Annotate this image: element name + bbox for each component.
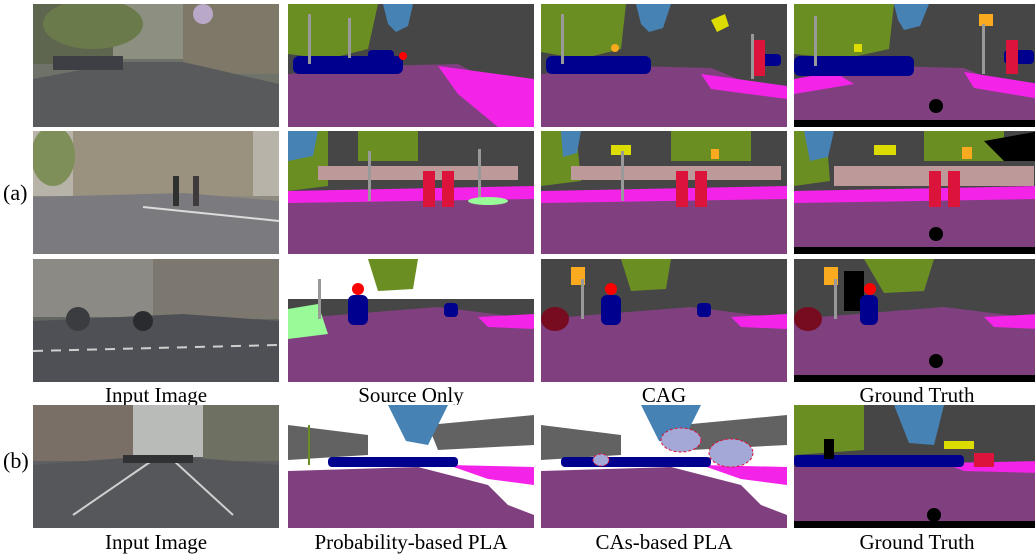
cas-based-pla [541,405,787,528]
caption-ground-truth-b: Ground Truth [859,530,975,554]
ground-truth-b [794,405,1035,528]
cag-a2 [541,131,787,254]
caption-ground-truth-a: Ground Truth [859,383,975,407]
ground-truth-a2 [794,131,1035,254]
caption-cag: CAG [641,383,687,407]
caption-probability-based-pla: Probability-based PLA [314,530,508,554]
ground-truth-a1 [794,4,1035,127]
source-only-a1 [288,4,534,127]
caption-cas-based-pla: CAs-based PLA [595,530,733,554]
cag-a3 [541,259,787,382]
row-label-b: (b) [3,448,29,473]
caption-input-image-a: Input Image [104,383,208,407]
source-only-a3 [288,259,534,382]
row-label-a: (a) [3,180,28,205]
ground-truth-a3 [794,259,1035,382]
probability-based-pla [288,405,534,528]
cag-a1 [541,4,787,127]
input-image-a3 [33,259,279,382]
caption-input-image-b: Input Image [104,530,208,554]
input-image-b [33,405,279,528]
input-image-a2 [33,131,279,254]
input-image-a1 [33,4,279,127]
source-only-a2 [288,131,534,254]
caption-source-only: Source Only [358,383,464,407]
